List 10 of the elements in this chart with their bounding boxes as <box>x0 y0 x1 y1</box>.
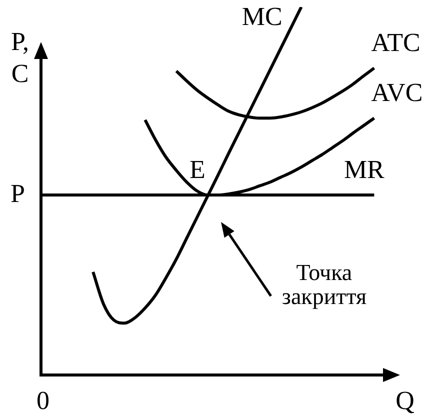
series-label: AVC <box>371 78 423 108</box>
x-axis-title: Q <box>396 386 415 415</box>
text: 0 <box>36 386 50 415</box>
annotation: E <box>190 155 206 184</box>
series-label: ATC <box>371 28 420 58</box>
y-axis-title: P, C <box>10 27 30 88</box>
annotation: Точка закриття <box>282 260 367 310</box>
series-label: MC <box>242 2 282 31</box>
series-label: MR <box>344 155 386 184</box>
text: P <box>10 178 25 208</box>
